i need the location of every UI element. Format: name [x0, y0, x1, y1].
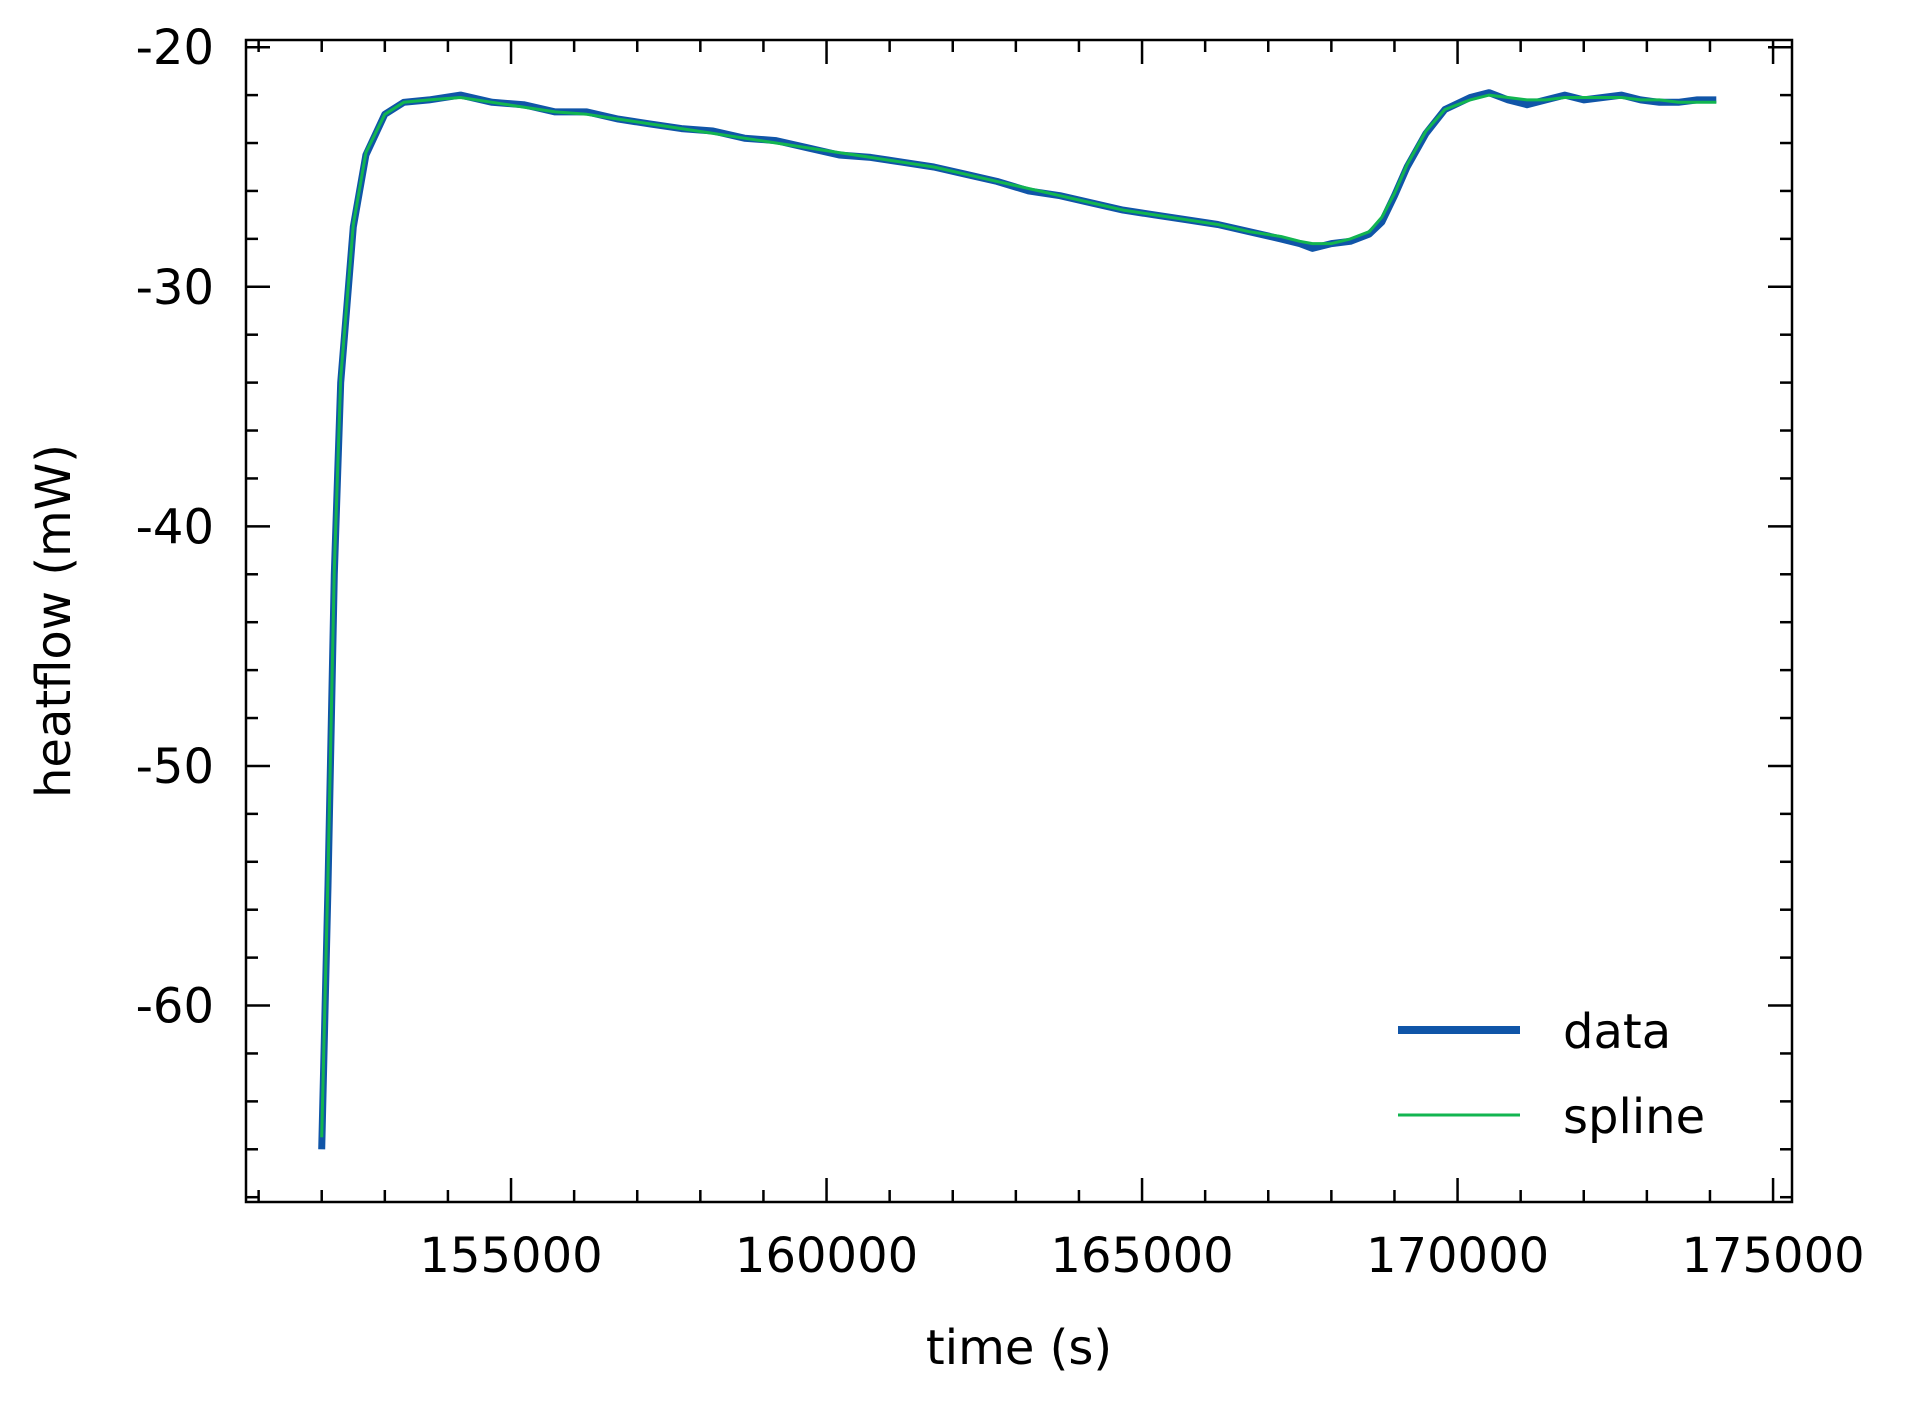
- plot-frame: [244, 38, 1794, 1204]
- x-tick-label: 155000: [419, 1228, 602, 1284]
- y-tick-label: -40: [136, 499, 214, 555]
- series-layer: [318, 89, 1717, 1150]
- x-tick-label: 165000: [1050, 1228, 1233, 1284]
- x-tick-label: 175000: [1681, 1228, 1864, 1284]
- legend-label-data: data: [1563, 1004, 1671, 1060]
- series-line-data: [318, 89, 1717, 1150]
- y-tick-labels: -60 -50 -40 -30 -20: [136, 20, 214, 1034]
- series-line-spline: [320, 93, 1717, 1138]
- x-axis-label: time (s): [926, 1320, 1112, 1376]
- x-tick-label: 160000: [735, 1228, 918, 1284]
- y-tick-label: -60: [136, 979, 214, 1035]
- y-tick-label: -30: [136, 260, 214, 316]
- legend-label-spline: spline: [1563, 1089, 1705, 1145]
- y-tick-label: -20: [136, 20, 214, 76]
- x-tick-labels: 155000 160000 165000 170000 175000: [419, 1228, 1864, 1284]
- y-tick-label: -50: [136, 739, 214, 795]
- y-axis-label: heatflow (mW): [26, 444, 82, 798]
- major-ticks: [246, 40, 1792, 1202]
- minor-ticks: [246, 40, 1792, 1202]
- legend: data spline: [1398, 1004, 1705, 1145]
- x-tick-label: 170000: [1366, 1228, 1549, 1284]
